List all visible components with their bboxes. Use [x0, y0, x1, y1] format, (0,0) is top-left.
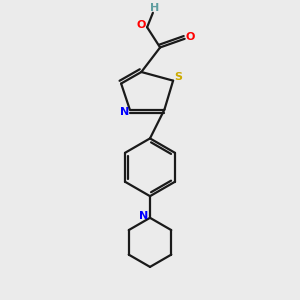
Text: S: S — [174, 72, 182, 82]
Text: O: O — [185, 32, 194, 42]
Text: H: H — [150, 3, 159, 13]
Text: O: O — [136, 20, 146, 30]
Text: N: N — [139, 212, 148, 221]
Text: N: N — [120, 107, 129, 117]
